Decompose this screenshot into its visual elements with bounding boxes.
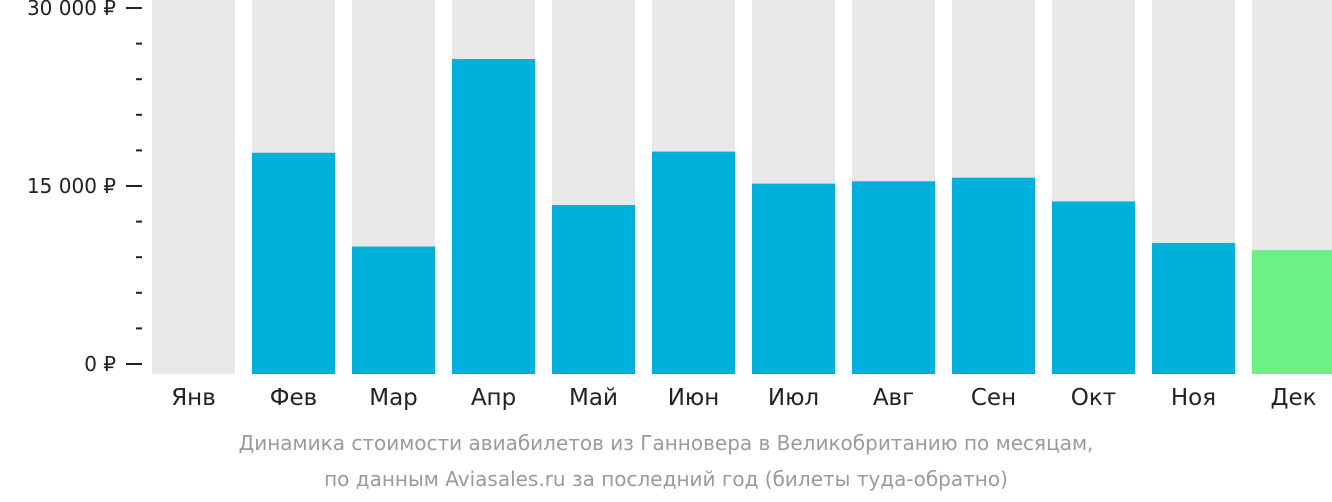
x-tick-label: Мар bbox=[369, 385, 418, 411]
x-tick-label: Апр bbox=[471, 385, 516, 411]
bar-11 bbox=[1152, 242, 1235, 374]
x-axis: Янв Фев Мар Апр Май Июн Июл Авг Сен Окт Ноя Дек bbox=[171, 385, 1316, 411]
x-tick-label: Июн bbox=[668, 385, 720, 411]
bar-8 bbox=[852, 181, 935, 374]
bar-12 bbox=[1252, 250, 1332, 374]
x-tick-label: Фев bbox=[270, 385, 318, 411]
bar-2 bbox=[252, 152, 335, 374]
y-tick-label: 30 000 ₽ bbox=[27, 0, 116, 20]
x-tick-label: Янв bbox=[171, 385, 216, 411]
data-bars bbox=[252, 59, 1332, 374]
bar-5 bbox=[552, 204, 635, 374]
bar-7 bbox=[752, 183, 835, 374]
x-tick-label: Дек bbox=[1270, 385, 1316, 411]
bar-10 bbox=[1052, 201, 1135, 374]
bar-3 bbox=[352, 246, 435, 374]
x-tick-label: Ноя bbox=[1171, 385, 1216, 411]
chart-caption-line-1: Динамика стоимости авиабилетов из Ганнов… bbox=[238, 431, 1094, 455]
x-tick-label: Июл bbox=[768, 385, 819, 411]
x-tick-label: Окт bbox=[1071, 385, 1116, 411]
background-bar bbox=[152, 0, 235, 374]
bar-chart: 0 ₽ 15 000 ₽ 30 000 ₽ Янв Фев Мар Апр Май Июн Ию… bbox=[27, 0, 1332, 411]
chart-caption-line-2: по данным Aviasales.ru за последний год … bbox=[324, 467, 1008, 491]
y-tick-label: 0 ₽ bbox=[84, 352, 116, 376]
x-tick-label: Май bbox=[569, 385, 618, 411]
y-tick-label: 15 000 ₽ bbox=[27, 174, 116, 198]
bar-4 bbox=[452, 59, 535, 374]
y-axis: 0 ₽ 15 000 ₽ 30 000 ₽ bbox=[27, 0, 142, 376]
bar-9 bbox=[952, 177, 1035, 374]
x-tick-label: Сен bbox=[971, 385, 1016, 411]
x-tick-label: Авг bbox=[873, 385, 914, 411]
bar-6 bbox=[652, 151, 735, 374]
